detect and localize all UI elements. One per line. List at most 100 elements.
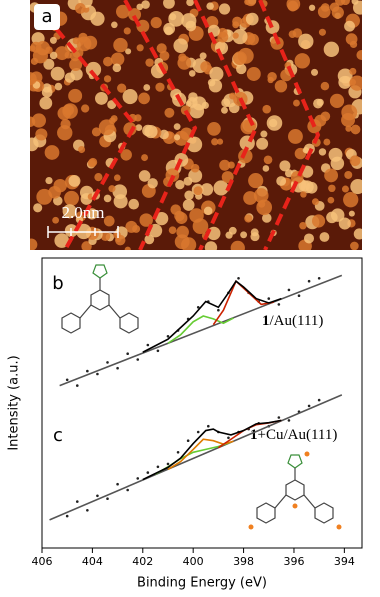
data-point <box>307 404 311 408</box>
stm-feature <box>134 114 142 122</box>
stm-feature <box>50 66 65 81</box>
stm-feature <box>274 79 288 93</box>
data-point <box>156 349 160 353</box>
data-point <box>86 509 89 512</box>
stm-feature <box>294 53 310 69</box>
stm-feature <box>348 210 355 217</box>
data-point <box>307 279 311 283</box>
stm-feature <box>54 82 63 91</box>
stm-feature <box>233 51 247 66</box>
stm-feature <box>144 125 158 139</box>
stm-feature <box>173 123 181 130</box>
x-tick-label: 396 <box>283 555 304 568</box>
stm-feature <box>91 127 102 137</box>
x-tick-label: 402 <box>132 555 153 568</box>
stm-feature <box>184 190 194 200</box>
stm-feature <box>190 163 200 173</box>
stm-feature <box>260 130 268 138</box>
annotation-text: /Au(111) <box>270 313 324 329</box>
stm-feature <box>181 237 197 250</box>
stm-feature <box>155 82 165 92</box>
x-tick-label: 406 <box>32 555 53 568</box>
stm-feature <box>214 41 229 55</box>
annotation-text: +Cu/Au(111) <box>258 427 338 443</box>
stm-feature <box>246 66 261 81</box>
stm-feature <box>45 176 53 185</box>
stm-feature <box>343 192 359 208</box>
stm-feature <box>135 124 143 131</box>
data-point <box>126 352 129 356</box>
stm-feature <box>221 106 228 114</box>
stm-feature <box>49 51 58 60</box>
stm-feature <box>245 0 257 7</box>
stm-feature <box>36 188 53 205</box>
stm-feature <box>150 17 162 29</box>
panel-label: a <box>41 6 52 27</box>
stm-feature <box>76 36 92 52</box>
stm-feature <box>349 67 357 75</box>
data-point <box>136 358 140 361</box>
stm-feature <box>314 114 327 127</box>
stm-feature <box>206 2 214 10</box>
stm-feature <box>293 99 300 107</box>
stm-feature <box>173 38 188 53</box>
stm-feature <box>256 137 269 150</box>
stm-feature <box>199 52 207 60</box>
fit-curve <box>167 315 234 344</box>
stm-feature <box>311 198 319 206</box>
stm-feature <box>286 0 301 11</box>
stm-feature <box>183 176 193 186</box>
data-point <box>297 294 301 298</box>
fit-curve <box>142 280 282 353</box>
data-point <box>317 398 321 402</box>
data-point <box>277 303 281 306</box>
stm-feature <box>94 173 103 182</box>
stm-feature <box>49 36 57 44</box>
stm-feature <box>217 27 228 38</box>
stm-feature <box>230 240 245 250</box>
stm-feature <box>159 129 169 140</box>
stm-feature <box>103 215 115 227</box>
stm-feature <box>57 125 73 141</box>
stm-feature <box>64 190 80 206</box>
stm-feature <box>200 183 214 196</box>
stm-feature <box>174 134 181 141</box>
data-point <box>106 497 109 501</box>
stm-feature <box>70 68 83 81</box>
stm-feature <box>267 71 277 82</box>
stm-feature <box>169 13 177 21</box>
stm-feature <box>95 91 108 105</box>
stm-feature <box>113 174 121 182</box>
data-point <box>166 335 170 338</box>
x-tick-label: 400 <box>183 555 204 568</box>
stm-feature <box>319 232 330 242</box>
stm-feature <box>30 72 37 86</box>
stm-feature <box>141 154 149 162</box>
stm-feature <box>33 203 43 213</box>
data-point <box>267 297 271 300</box>
stm-feature <box>143 84 151 91</box>
stm-feature <box>209 66 224 81</box>
stm-feature <box>213 180 229 196</box>
stm-feature <box>141 0 150 9</box>
data-point <box>287 419 291 422</box>
stm-feature <box>349 78 357 86</box>
stm-feature <box>262 213 272 223</box>
stm-feature <box>42 83 52 93</box>
stm-feature <box>266 115 283 131</box>
annotation: 1/Au(111) <box>262 313 323 329</box>
stm-feature <box>43 58 55 70</box>
stm-feature <box>117 83 127 93</box>
stm-feature <box>180 127 193 141</box>
stm-feature <box>299 221 307 230</box>
stm-feature <box>156 43 167 54</box>
stm-feature <box>292 28 303 38</box>
stm-feature <box>330 156 345 171</box>
molecule <box>61 264 139 334</box>
scale-bar-label: 2.0nm <box>62 203 105 222</box>
stm-feature <box>62 104 74 116</box>
stm-feature <box>298 33 314 50</box>
stm-feature <box>240 231 248 239</box>
stm-feature <box>30 137 39 152</box>
data-point <box>166 462 170 466</box>
